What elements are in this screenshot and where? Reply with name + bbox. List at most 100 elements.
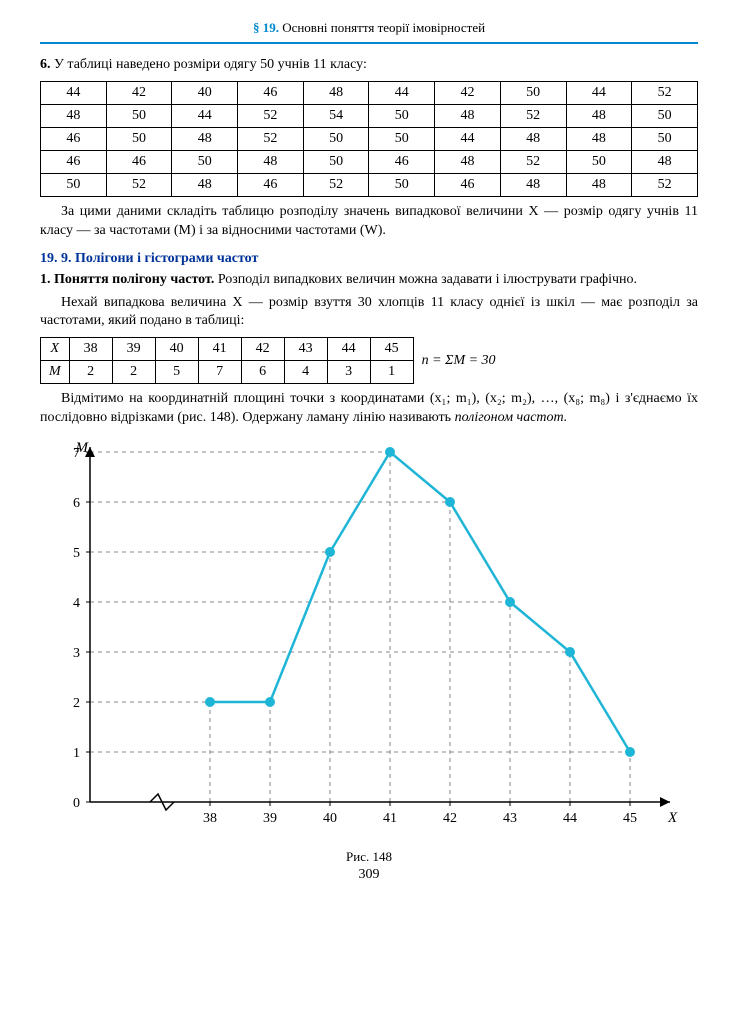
- table-cell: 50: [632, 127, 698, 150]
- table-cell: 52: [238, 127, 304, 150]
- svg-text:5: 5: [73, 546, 80, 561]
- problem-text: У таблиці наведено розміри одягу 50 учні…: [54, 57, 367, 72]
- table-cell: 46: [41, 127, 107, 150]
- table-sizes: 4442404648444250445248504452545048524850…: [40, 81, 698, 197]
- table-cell: 48: [632, 150, 698, 173]
- table-cell: 50: [303, 127, 369, 150]
- concept-text: Розподіл випадкових величин можна задава…: [214, 272, 637, 287]
- table-distribution-wrap: X3839404142434445M22576431 n = ΣM = 30: [40, 337, 698, 384]
- svg-text:44: 44: [563, 811, 577, 826]
- table-cell: 46: [106, 150, 172, 173]
- concept-intro: 1. Поняття полігону частот. Розподіл вип…: [40, 271, 698, 290]
- polygon-term: полігоном частот.: [455, 410, 568, 425]
- svg-text:3: 3: [73, 646, 80, 661]
- table-cell: 42: [241, 338, 284, 361]
- page-number: 309: [40, 867, 698, 883]
- table-cell: 52: [238, 104, 304, 127]
- svg-text:0: 0: [73, 796, 80, 811]
- x-header: X: [41, 338, 70, 361]
- concept-title: 1. Поняття полігону частот.: [40, 272, 214, 287]
- section-number: § 19.: [253, 20, 279, 35]
- table-cell: 44: [41, 81, 107, 104]
- table-row: 50524846525046484852: [41, 173, 698, 196]
- table-cell: 6: [241, 361, 284, 384]
- table-cell: 46: [238, 173, 304, 196]
- table-cell: 48: [172, 173, 238, 196]
- problem-number: 6.: [40, 57, 51, 72]
- table-cell: 48: [566, 104, 632, 127]
- table-cell: 52: [500, 104, 566, 127]
- table-cell: 48: [435, 104, 501, 127]
- table-cell: 40: [155, 338, 198, 361]
- table-row: X3839404142434445: [41, 338, 414, 361]
- table-cell: 50: [369, 104, 435, 127]
- table-cell: 44: [369, 81, 435, 104]
- table-cell: 2: [112, 361, 155, 384]
- table-cell: 48: [500, 127, 566, 150]
- table-cell: 50: [106, 127, 172, 150]
- table-row: 44424046484442504452: [41, 81, 698, 104]
- table-cell: 48: [500, 173, 566, 196]
- svg-text:2: 2: [73, 696, 80, 711]
- table-cell: 40: [172, 81, 238, 104]
- table-cell: 48: [41, 104, 107, 127]
- table-cell: 50: [106, 104, 172, 127]
- frequency-polygon-chart: 012345673839404142434445MX: [40, 442, 680, 842]
- table-cell: 44: [435, 127, 501, 150]
- svg-text:4: 4: [73, 596, 80, 611]
- svg-text:42: 42: [443, 811, 457, 826]
- table-cell: 52: [632, 81, 698, 104]
- table-cell: 44: [566, 81, 632, 104]
- table-cell: 41: [198, 338, 241, 361]
- chart-container: 012345673839404142434445MX Рис. 148: [40, 442, 698, 865]
- table-cell: 46: [238, 81, 304, 104]
- table-cell: 42: [435, 81, 501, 104]
- table-cell: 50: [303, 150, 369, 173]
- table-cell: 52: [500, 150, 566, 173]
- table-cell: 50: [566, 150, 632, 173]
- table-cell: 52: [632, 173, 698, 196]
- svg-text:39: 39: [263, 811, 277, 826]
- table-cell: 48: [303, 81, 369, 104]
- svg-text:40: 40: [323, 811, 337, 826]
- table-cell: 50: [369, 173, 435, 196]
- svg-text:X: X: [667, 810, 678, 826]
- divider: [40, 42, 698, 44]
- table-distribution: X3839404142434445M22576431: [40, 337, 414, 384]
- svg-text:1: 1: [73, 746, 80, 761]
- table-cell: 45: [370, 338, 413, 361]
- svg-text:43: 43: [503, 811, 517, 826]
- problem-6-intro: 6. У таблиці наведено розміри одягу 50 у…: [40, 56, 698, 75]
- table-cell: 1: [370, 361, 413, 384]
- table-cell: 43: [284, 338, 327, 361]
- svg-text:M: M: [75, 442, 90, 456]
- table-cell: 46: [369, 150, 435, 173]
- table-cell: 50: [41, 173, 107, 196]
- m-header: M: [41, 361, 70, 384]
- table-cell: 54: [303, 104, 369, 127]
- concept-para2: Нехай випадкова величина X — розмір взут…: [40, 294, 698, 332]
- table-cell: 48: [566, 173, 632, 196]
- polygon-description: Відмітимо на координатній площині точки …: [40, 390, 698, 428]
- svg-text:6: 6: [73, 496, 80, 511]
- sum-label: n = ΣM = 30: [422, 353, 496, 369]
- table-cell: 46: [41, 150, 107, 173]
- table-cell: 50: [172, 150, 238, 173]
- polygon-text: Відмітимо на координатній площині точки …: [40, 391, 698, 425]
- table-cell: 39: [112, 338, 155, 361]
- svg-text:38: 38: [203, 811, 217, 826]
- table-cell: 50: [500, 81, 566, 104]
- table-cell: 2: [69, 361, 112, 384]
- table-cell: 5: [155, 361, 198, 384]
- table-row: 46504852505044484850: [41, 127, 698, 150]
- table-cell: 48: [238, 150, 304, 173]
- table-cell: 48: [435, 150, 501, 173]
- table-cell: 52: [303, 173, 369, 196]
- table-cell: 46: [435, 173, 501, 196]
- table-row: 48504452545048524850: [41, 104, 698, 127]
- svg-text:45: 45: [623, 811, 637, 826]
- svg-text:41: 41: [383, 811, 397, 826]
- table-cell: 50: [369, 127, 435, 150]
- table-cell: 48: [172, 127, 238, 150]
- table-cell: 38: [69, 338, 112, 361]
